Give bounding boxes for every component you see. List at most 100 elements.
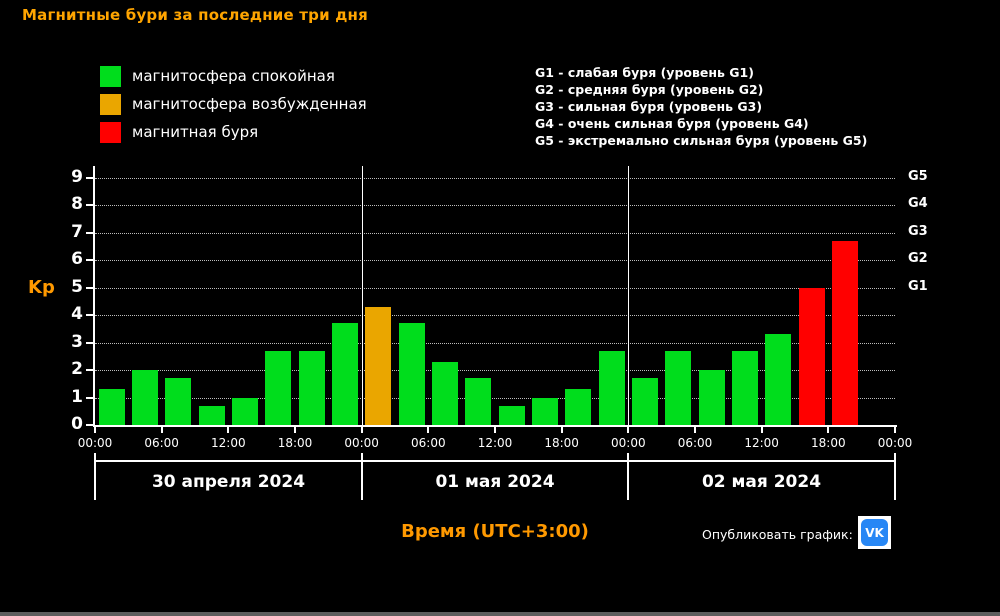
- vk-share-button[interactable]: VK: [858, 516, 891, 549]
- g-legend-line-g5: G5 - экстремально сильная буря (уровень …: [535, 133, 868, 148]
- grid-line: [95, 177, 895, 179]
- kp-bar: [231, 397, 259, 425]
- date-separator: [627, 453, 630, 500]
- grid-line: [95, 260, 895, 261]
- y-tick: [86, 286, 94, 289]
- kp-bar: [498, 405, 525, 425]
- kp-bar: [298, 350, 325, 425]
- kp-bar: [698, 370, 725, 425]
- x-tick: [894, 425, 896, 433]
- y-tick: [86, 369, 94, 371]
- date-label-day3: 02 мая 2024: [701, 472, 822, 492]
- kp-bar: [831, 240, 859, 425]
- publish-chart-label: Опубликовать график:: [702, 527, 853, 542]
- kp-bar: [598, 350, 625, 425]
- window-bottom-edge: [0, 612, 1000, 616]
- x-tick: [627, 425, 630, 433]
- grid-line: [95, 287, 895, 289]
- x-tick: [227, 425, 230, 433]
- kp-bar: [431, 361, 459, 425]
- y-tick-label: 7: [71, 221, 83, 242]
- legend-item-quiet: магнитосфера спокойная: [100, 62, 367, 90]
- y-tick: [86, 176, 94, 179]
- grid-line: [95, 342, 895, 344]
- g-axis-label: G3: [908, 223, 928, 239]
- kp-bar: [331, 323, 359, 425]
- time-label: 00:00: [611, 436, 646, 450]
- y-tick-label: 9: [71, 166, 83, 187]
- legend-label-storm: магнитная буря: [132, 123, 259, 141]
- grid-line: [95, 205, 895, 206]
- x-tick: [160, 425, 163, 433]
- g-legend-line-g3: G3 - сильная буря (уровень G3): [535, 99, 763, 114]
- y-tick-label: 4: [71, 304, 83, 324]
- time-label: 12:00: [477, 436, 513, 450]
- y-tick-label: 6: [71, 249, 83, 269]
- kp-bar: [365, 306, 392, 425]
- y-axis-title: Kp: [28, 277, 55, 298]
- x-axis-title: Время (UTC+3:00): [401, 521, 589, 542]
- kp-bar: [531, 397, 559, 425]
- legend-item-excited: магнитосфера возбужденная: [100, 90, 367, 118]
- date-label-day2: 01 мая 2024: [435, 472, 555, 492]
- time-label: 00:00: [77, 436, 113, 450]
- date-label-day1: 30 апреля 2024: [151, 472, 306, 492]
- kp-bar: [98, 389, 125, 425]
- y-tick-label: 0: [71, 414, 83, 434]
- kp-bar: [131, 370, 159, 425]
- time-label: 18:00: [277, 436, 313, 450]
- y-tick-label: 2: [71, 359, 83, 379]
- y-tick: [86, 231, 94, 234]
- g-axis-label: G4: [908, 196, 928, 211]
- x-tick: [694, 425, 696, 433]
- x-tick: [760, 425, 763, 433]
- page-title: Магнитные бури за последние три дня: [22, 6, 368, 24]
- kp-bar: [765, 334, 792, 425]
- y-tick: [86, 314, 94, 316]
- kp-bar: [465, 378, 492, 425]
- day-separator: [628, 166, 630, 425]
- storm-legend: магнитосфера спокойная магнитосфера возб…: [100, 62, 367, 146]
- kp-bar: [731, 350, 759, 425]
- kp-bar: [565, 389, 592, 425]
- x-tick: [494, 425, 496, 433]
- legend-label-quiet: магнитосфера спокойная: [132, 67, 335, 85]
- x-tick: [560, 425, 563, 433]
- y-tick-label: 8: [71, 194, 83, 214]
- kp-bar: [398, 323, 425, 425]
- y-tick-label: 1: [71, 386, 83, 407]
- time-label: 06:00: [144, 436, 179, 450]
- grid-line: [95, 370, 895, 371]
- g-axis-label: G5: [908, 168, 928, 184]
- x-tick: [827, 425, 830, 433]
- legend-label-excited: магнитосфера возбужденная: [132, 95, 367, 113]
- g-axis-label: G1: [908, 278, 928, 294]
- storm-swatch-icon: [100, 121, 121, 143]
- date-axis-line: [95, 460, 895, 462]
- excited-swatch-icon: [100, 93, 121, 115]
- kp-bar: [265, 350, 292, 425]
- date-separator: [894, 453, 896, 500]
- time-label: 00:00: [344, 436, 379, 450]
- y-axis-line: [93, 166, 95, 425]
- grid-line: [95, 315, 895, 316]
- g-legend-line-g2: G2 - средняя буря (уровень G2): [535, 82, 764, 97]
- time-label: 06:00: [411, 436, 446, 450]
- g-legend-line-g4: G4 - очень сильная буря (уровень G4): [535, 116, 809, 131]
- y-tick: [86, 396, 94, 399]
- x-tick: [360, 425, 363, 433]
- kp-bar: [631, 378, 659, 425]
- y-tick-label: 5: [71, 276, 83, 297]
- y-tick: [86, 204, 94, 206]
- day-separator: [361, 166, 363, 425]
- date-separator: [360, 453, 363, 500]
- y-tick-label: 3: [71, 331, 83, 352]
- x-tick: [294, 425, 296, 433]
- g-legend-line-g1: G1 - слабая буря (уровень G1): [535, 65, 754, 80]
- kp-bar: [165, 378, 192, 425]
- time-label: 12:00: [211, 436, 246, 450]
- time-label: 12:00: [744, 436, 779, 450]
- g-axis-label: G2: [908, 251, 928, 266]
- time-label: 00:00: [877, 436, 913, 450]
